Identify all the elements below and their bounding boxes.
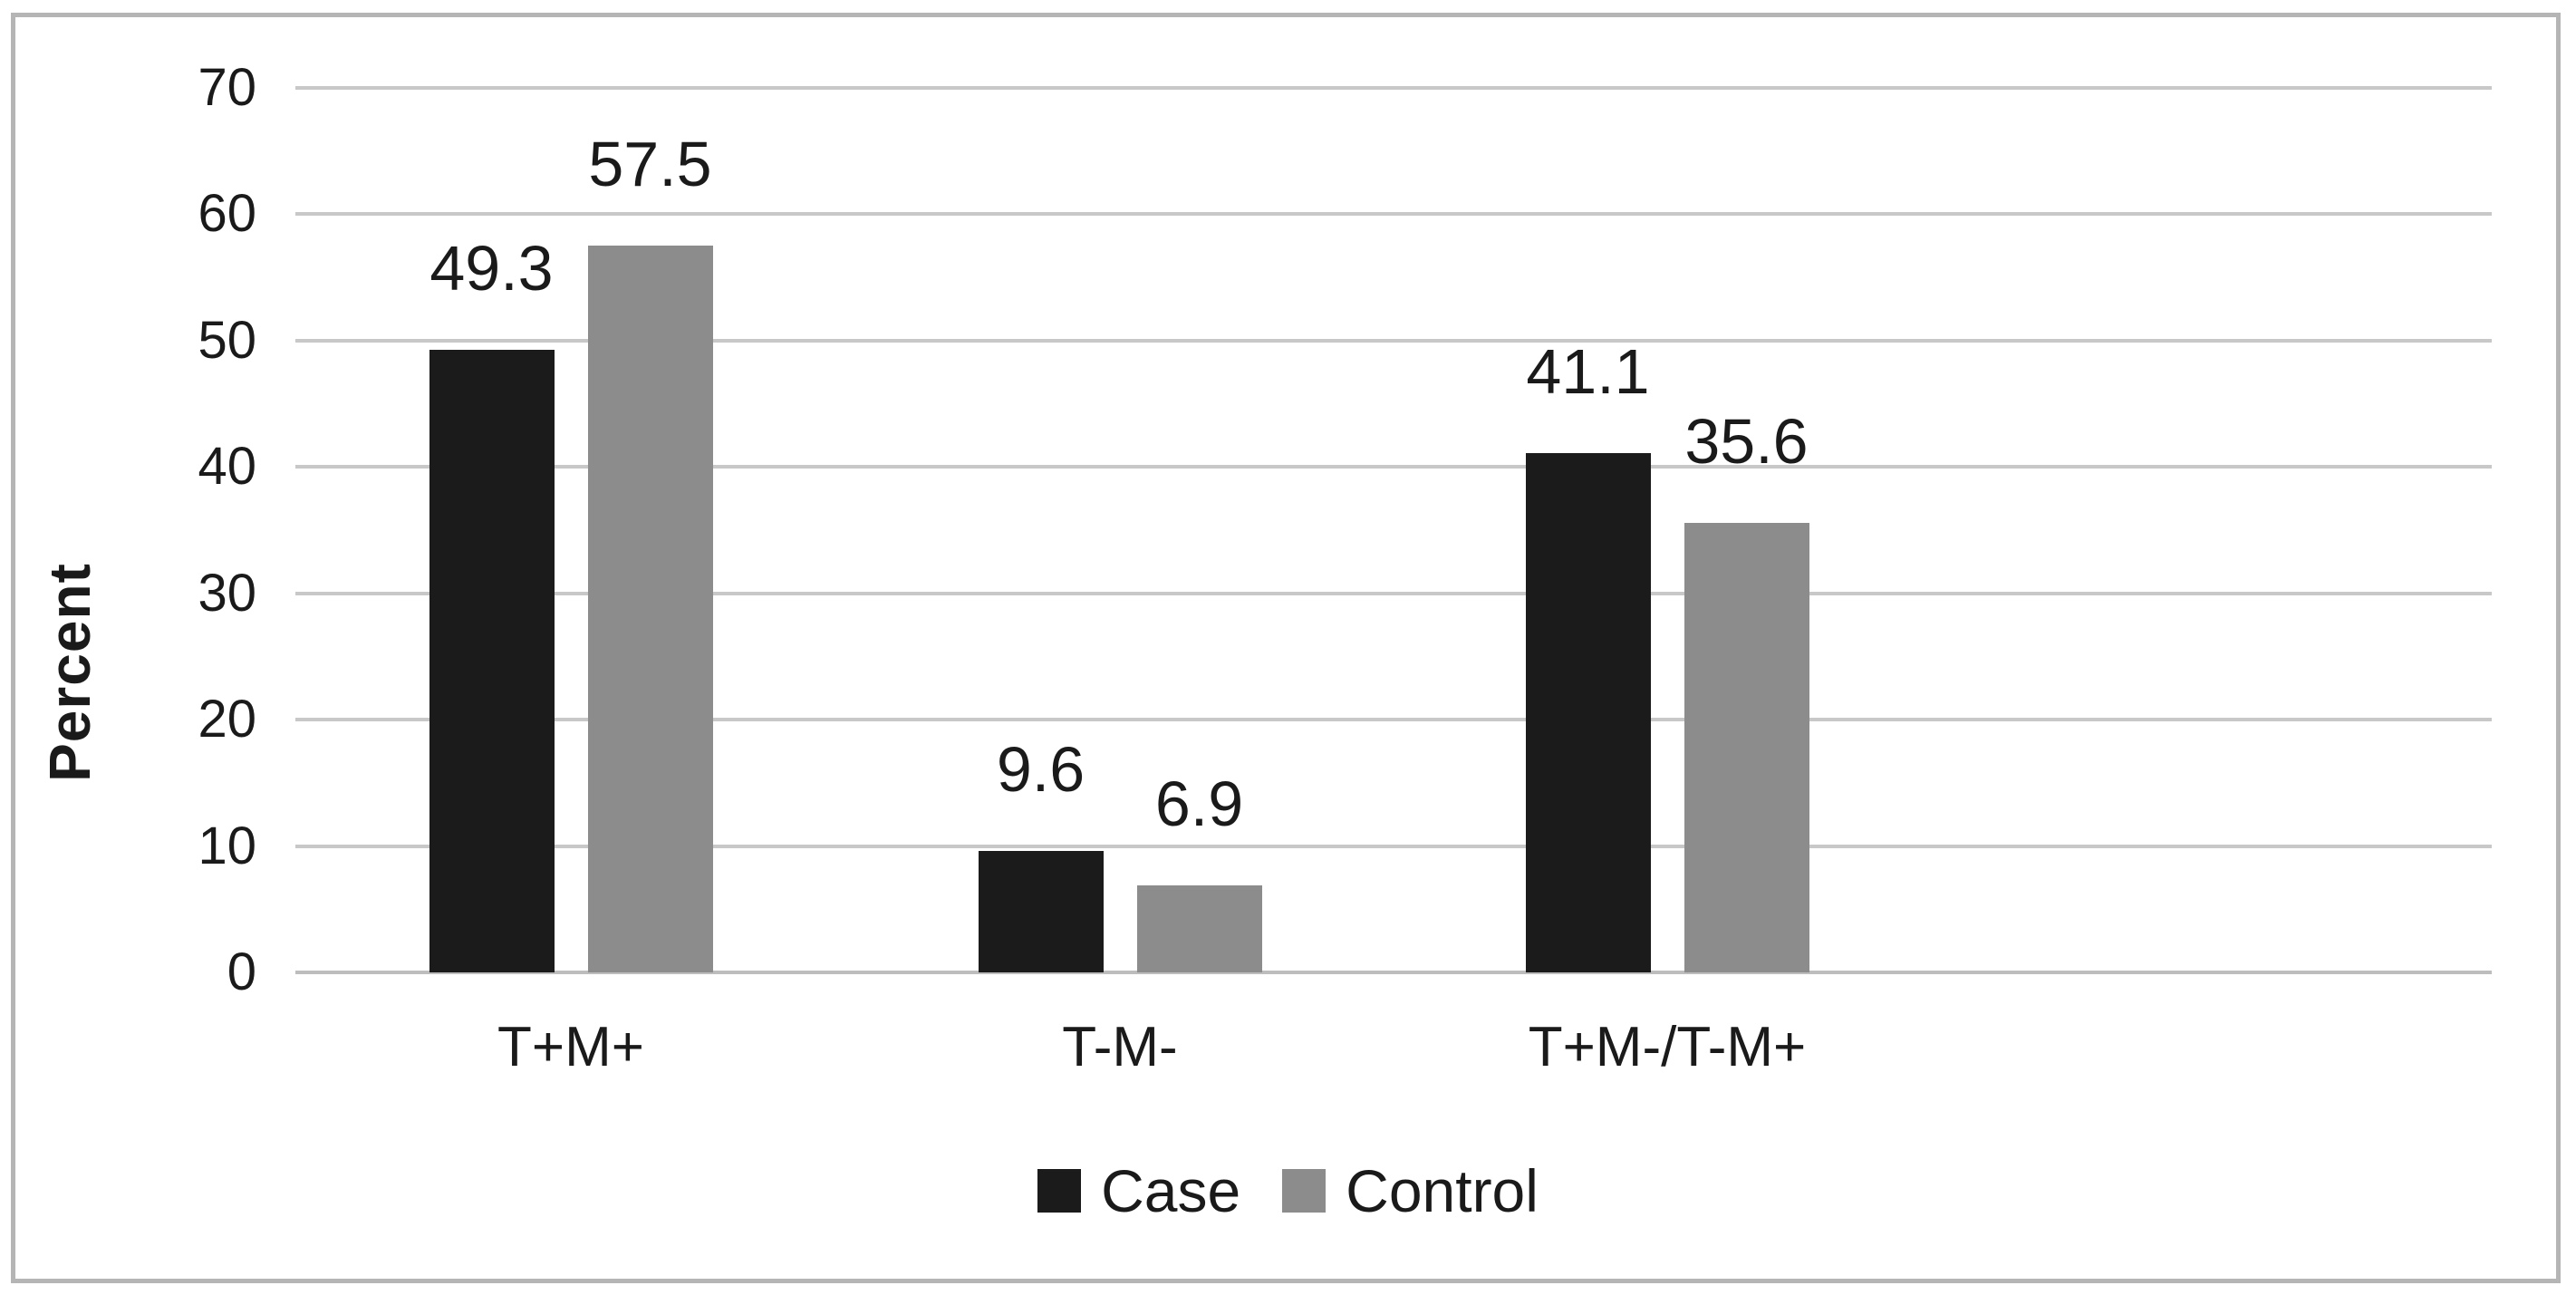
y-tick-label-30: 30 — [198, 563, 256, 623]
bar-control-T+M-/T-M+ — [1684, 522, 1809, 972]
bar-control-T-M- — [1136, 884, 1262, 972]
y-tick-label-60: 60 — [198, 184, 256, 244]
value-label-control-T+M-/T-M+: 35.6 — [1684, 405, 1809, 477]
legend-swatch-control — [1282, 1169, 1327, 1213]
legend-label-control: Control — [1346, 1157, 1539, 1224]
legend-label-case: Case — [1101, 1157, 1241, 1224]
value-label-case-T+M+: 49.3 — [429, 232, 554, 304]
y-tick-label-40: 40 — [198, 437, 256, 497]
legend: Case Control — [0, 1157, 2576, 1224]
legend-item-case: Case — [1037, 1157, 1241, 1224]
category-label-T+M-/T-M+: T+M-/T-M+ — [1528, 1016, 1807, 1078]
y-tick-label-20: 20 — [198, 690, 256, 749]
legend-swatch-case — [1037, 1169, 1082, 1213]
bar-control-T+M+ — [587, 246, 713, 972]
bar-case-T-M- — [978, 851, 1104, 972]
gridline-y-40 — [295, 465, 2492, 469]
gridline-y-20 — [295, 718, 2492, 722]
category-label-T-M-: T-M- — [1062, 1016, 1178, 1078]
gridline-y-60 — [295, 212, 2492, 217]
gridline-y-0 — [295, 971, 2492, 974]
gridline-y-30 — [295, 591, 2492, 595]
bar-case-T+M+ — [429, 349, 555, 972]
gridline-y-50 — [295, 338, 2492, 343]
value-label-case-T+M-/T-M+: 41.1 — [1526, 335, 1650, 407]
y-tick-label-0: 0 — [227, 942, 256, 1001]
legend-item-control: Control — [1282, 1157, 1539, 1224]
value-label-control-T+M+: 57.5 — [588, 129, 712, 200]
y-tick-label-70: 70 — [198, 58, 256, 117]
y-tick-label-50: 50 — [198, 310, 256, 370]
y-tick-label-10: 10 — [198, 816, 256, 875]
gridline-y-70 — [295, 86, 2492, 90]
value-label-control-T-M-: 6.9 — [1154, 768, 1244, 839]
gridline-y-10 — [295, 844, 2492, 848]
category-label-T+M+: T+M+ — [497, 1016, 644, 1078]
chart-frame — [11, 13, 2561, 1283]
bar-case-T+M-/T-M+ — [1525, 452, 1651, 972]
value-label-case-T-M-: 9.6 — [996, 734, 1085, 806]
